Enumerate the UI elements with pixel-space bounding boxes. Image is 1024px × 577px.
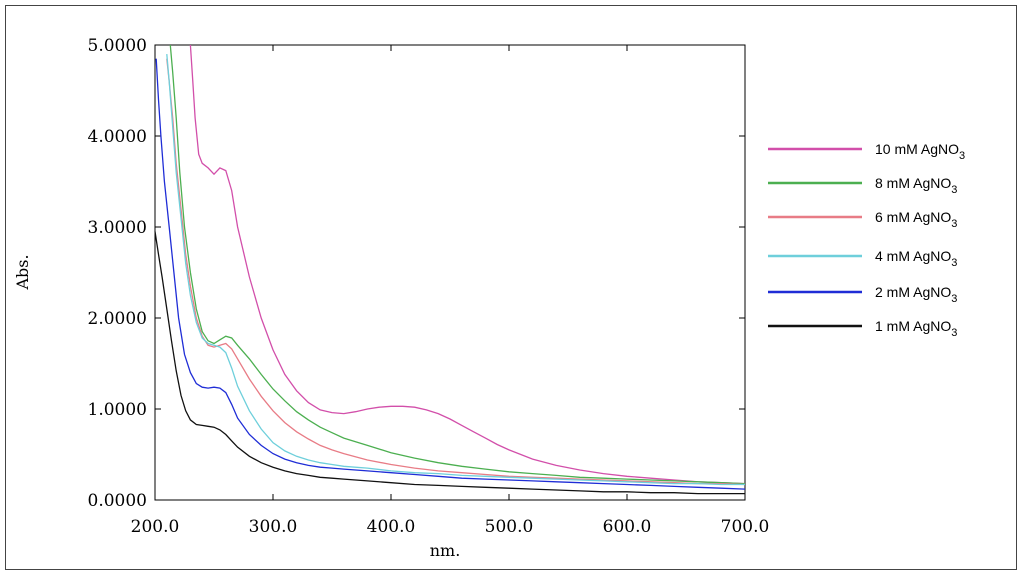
y-tick-label: 1.0000: [88, 400, 147, 420]
plot-area: [154, 44, 746, 501]
x-tick-label: 600.0: [603, 517, 652, 537]
legend-label: 4 mM AgNO3: [875, 248, 957, 269]
legend-label-subscript: 3: [959, 150, 965, 162]
x-tick-label: 500.0: [485, 517, 534, 537]
legend-label-subscript: 3: [951, 184, 957, 196]
x-axis-label: nm.: [430, 541, 461, 560]
series-line-2: [166, 58, 746, 486]
series-line-5: [154, 231, 745, 495]
legend-label-subscript: 3: [951, 293, 957, 305]
series-line-3: [166, 54, 745, 486]
y-tick-label: 2.0000: [88, 309, 147, 329]
x-axis-ticks: 200.0 300.0 400.0 500.0 600.0 700.0: [131, 45, 770, 537]
y-axis-label: Abs.: [13, 254, 32, 290]
y-tick-label: 4.0000: [88, 127, 147, 147]
legend-label: 10 mM AgNO3: [875, 141, 965, 162]
series-lines: [154, 44, 746, 495]
legend-label: 2 mM AgNO3: [875, 284, 957, 305]
x-tick-label: 200.0: [131, 517, 180, 537]
y-tick-label: 0.0000: [88, 491, 147, 511]
series-line-4: [155, 58, 746, 490]
legend-label-subscript: 3: [951, 218, 957, 230]
x-tick-label: 400.0: [367, 517, 416, 537]
y-axis-ticks: 0.0000 1.0000 2.0000 3.0000 4.0000 5.0000: [88, 36, 745, 511]
y-tick-label: 3.0000: [88, 218, 147, 238]
legend-label-text: 8 mM AgNO: [875, 175, 951, 191]
y-tick-label: 5.0000: [88, 36, 147, 56]
legend-label: 6 mM AgNO3: [875, 209, 957, 230]
legend-label: 1 mM AgNO3: [875, 318, 957, 339]
series-line-1: [169, 44, 746, 485]
legend-label-text: 2 mM AgNO: [875, 284, 951, 300]
legend-label-text: 6 mM AgNO: [875, 209, 951, 225]
series-line-0: [189, 44, 746, 485]
legend-label-text: 1 mM AgNO: [875, 318, 951, 334]
legend-label: 8 mM AgNO3: [875, 175, 957, 196]
legend-label-subscript: 3: [951, 327, 957, 339]
legend-label-text: 10 mM AgNO: [875, 141, 959, 157]
x-tick-label: 300.0: [249, 517, 298, 537]
x-tick-label: 700.0: [721, 517, 770, 537]
legend-label-text: 4 mM AgNO: [875, 248, 951, 264]
legend-label-subscript: 3: [951, 257, 957, 269]
